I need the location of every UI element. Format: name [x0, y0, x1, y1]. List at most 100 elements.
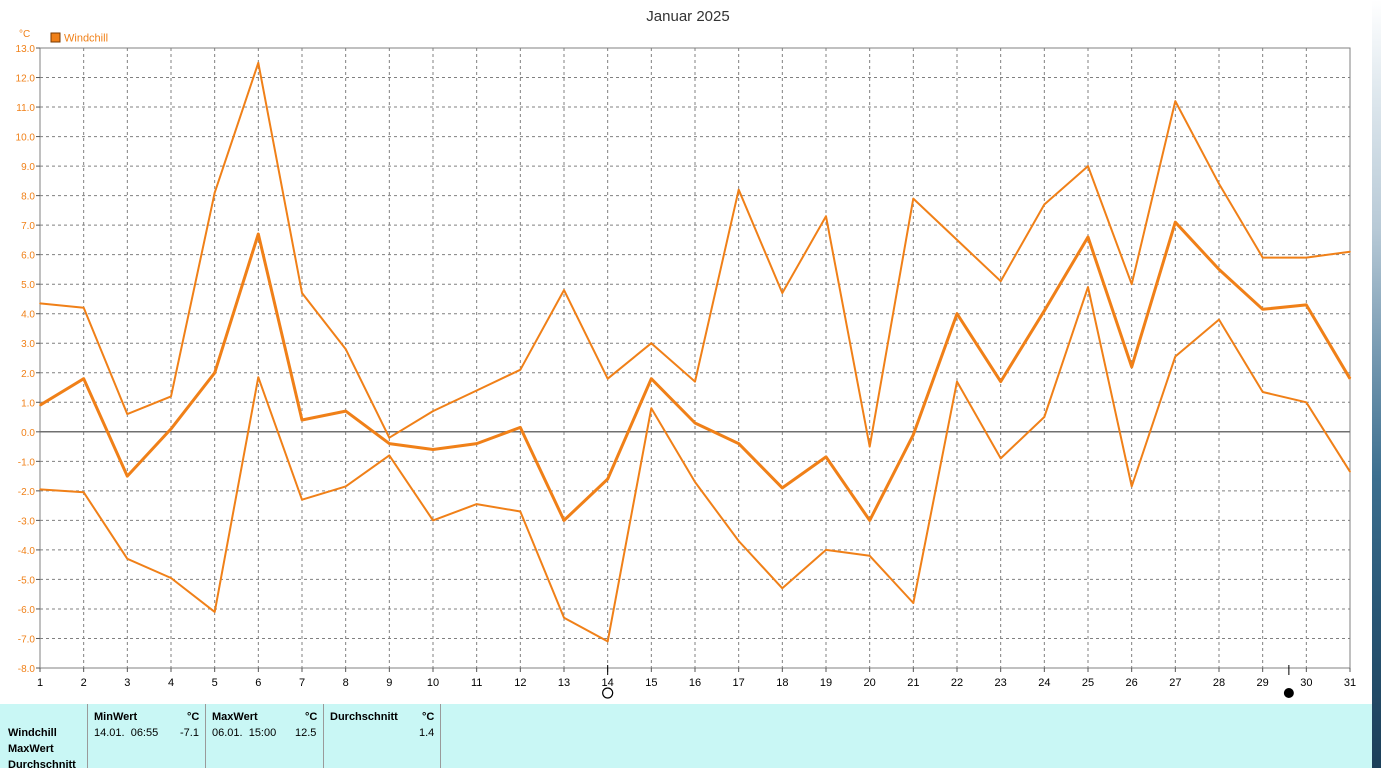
data-point-max — [213, 191, 216, 194]
data-point-max — [519, 369, 522, 371]
data-point-max — [912, 197, 915, 200]
y-tick-label: 2.0 — [21, 369, 35, 380]
x-tick-label: 6 — [255, 677, 261, 689]
data-point-max — [999, 280, 1002, 283]
data-point-avg — [39, 404, 41, 407]
y-tick-label: -7.0 — [18, 634, 36, 645]
x-tick-label: 7 — [299, 677, 305, 689]
legend-swatch — [50, 32, 61, 43]
data-point-avg — [563, 519, 565, 522]
data-point-min — [606, 640, 609, 643]
data-point-avg — [1043, 309, 1046, 312]
data-point-avg — [781, 487, 784, 489]
data-point-max — [39, 302, 41, 305]
x-tick-label: 14 — [602, 677, 614, 689]
min-time: 14.01. 06:55 — [94, 727, 159, 739]
data-point-avg — [432, 448, 434, 451]
data-point-max — [1218, 183, 1220, 185]
x-tick-label: 1 — [37, 677, 43, 689]
data-point-min — [388, 454, 391, 457]
data-point-avg — [82, 377, 85, 380]
min-value: -7.1 — [180, 727, 199, 739]
data-point-max — [82, 307, 85, 309]
data-point-min — [519, 510, 522, 513]
data-point-avg — [737, 442, 740, 445]
data-point-min — [1130, 485, 1133, 488]
new-moon-icon — [1283, 688, 1294, 698]
data-point-min — [737, 540, 740, 542]
data-point-avg — [650, 377, 653, 380]
data-point-min — [1087, 286, 1089, 288]
data-point-max — [1305, 256, 1308, 259]
x-tick-label: 2 — [81, 677, 87, 689]
stats-row-durchschnitt: Durchschnitt — [8, 759, 76, 771]
y-tick-label: 5.0 — [21, 280, 35, 291]
y-axis-unit: °C — [19, 29, 30, 40]
stats-end-divider — [440, 704, 442, 768]
data-point-max — [301, 292, 303, 294]
data-point-max — [956, 239, 958, 241]
min-unit: °C — [187, 711, 200, 723]
x-tick-label: 28 — [1213, 677, 1225, 689]
data-point-avg — [170, 428, 172, 430]
x-tick-label: 20 — [864, 677, 876, 689]
x-tick-label: 31 — [1344, 677, 1356, 689]
data-point-avg — [1130, 366, 1133, 368]
data-point-min — [650, 407, 653, 409]
x-tick-label: 18 — [776, 677, 788, 689]
x-tick-label: 25 — [1082, 677, 1094, 689]
chart-title: Januar 2025 — [646, 8, 729, 25]
data-point-max — [126, 413, 129, 415]
data-point-min — [213, 611, 216, 613]
data-point-max — [650, 342, 653, 345]
max-value: 12.5 — [295, 727, 317, 739]
data-point-min — [39, 488, 41, 491]
data-point-max — [737, 188, 740, 191]
data-point-avg — [606, 478, 609, 480]
data-point-max — [1349, 250, 1351, 253]
data-point-avg — [1218, 268, 1220, 271]
data-point-avg — [1305, 304, 1308, 306]
data-point-min — [825, 549, 827, 551]
data-point-max — [868, 445, 871, 448]
data-point-min — [170, 577, 172, 579]
y-tick-label: -2.0 — [18, 487, 36, 498]
data-point-min — [344, 485, 347, 488]
y-tick-label: 7.0 — [21, 221, 35, 232]
x-tick-label: 17 — [733, 677, 745, 689]
y-tick-label: -5.0 — [18, 575, 36, 586]
chart-grid — [39, 47, 1351, 669]
y-tick-label: -4.0 — [18, 546, 36, 557]
x-tick-label: 23 — [995, 677, 1007, 689]
moon-markers — [602, 665, 1294, 699]
data-point-max — [606, 377, 609, 380]
data-point-min — [475, 503, 478, 505]
data-point-avg — [1349, 377, 1351, 380]
x-tick-label: 21 — [907, 677, 919, 689]
data-point-max — [257, 61, 260, 64]
stats-max-column: MaxWert °C 06.01. 15:00 12.5 — [205, 704, 324, 768]
y-tick-label: -8.0 — [18, 664, 36, 675]
y-tick-label: -1.0 — [18, 457, 36, 468]
max-unit: °C — [305, 711, 318, 723]
y-tick-label: -3.0 — [18, 516, 36, 527]
y-tick-label: -6.0 — [18, 605, 36, 616]
legend-label: Windchill — [64, 33, 108, 45]
data-point-max — [388, 436, 391, 439]
x-tick-label: 24 — [1038, 677, 1050, 689]
data-point-min — [1349, 470, 1351, 473]
min-header: MinWert — [94, 711, 138, 723]
data-point-min — [868, 555, 871, 557]
data-point-max — [1130, 283, 1133, 285]
data-point-min — [912, 602, 915, 604]
x-tick-label: 10 — [427, 677, 439, 689]
x-tick-label: 26 — [1126, 677, 1138, 689]
stats-panel: Windchill MaxWert Durchschnitt MinWert °… — [0, 704, 1372, 771]
x-tick-label: 16 — [689, 677, 701, 689]
data-point-avg — [475, 442, 478, 445]
x-tick-label: 12 — [514, 677, 526, 689]
chart-series — [39, 61, 1352, 643]
stats-min-column: MinWert °C 14.01. 06:55 -7.1 — [87, 704, 206, 768]
data-point-min — [781, 587, 784, 590]
data-point-max — [1087, 165, 1089, 167]
